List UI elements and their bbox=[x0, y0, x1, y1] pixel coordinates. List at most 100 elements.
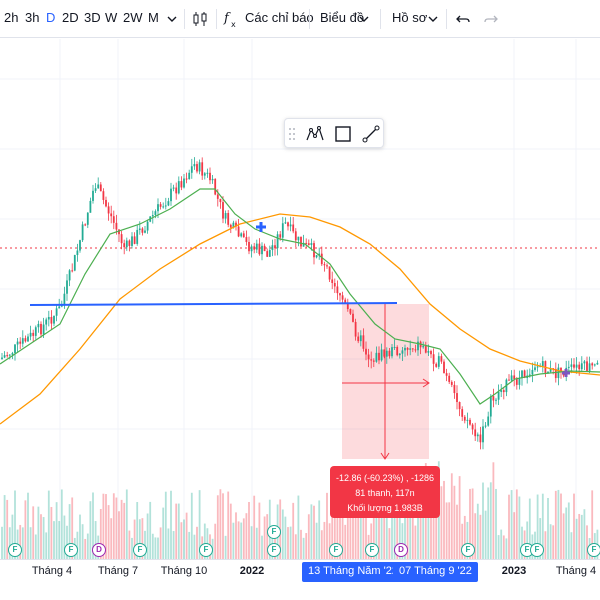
dividend-event-marker[interactable]: D bbox=[92, 543, 106, 557]
candle-body bbox=[89, 200, 92, 213]
earnings-event-marker[interactable]: F bbox=[461, 543, 475, 557]
volume-bar bbox=[388, 528, 391, 559]
interval-2h[interactable]: 2h bbox=[4, 10, 19, 25]
interval-3h[interactable]: 3h bbox=[25, 10, 40, 25]
interval-2d[interactable]: 2D bbox=[62, 10, 79, 25]
earnings-event-marker[interactable]: F bbox=[8, 543, 22, 557]
volume-bar bbox=[115, 497, 118, 559]
interval-2w[interactable]: 2W bbox=[123, 10, 143, 25]
candle-body bbox=[359, 335, 362, 342]
earnings-event-marker[interactable]: F bbox=[64, 543, 78, 557]
volume-bar bbox=[370, 523, 373, 559]
candle-body bbox=[19, 341, 22, 344]
candle-body bbox=[188, 172, 191, 180]
interval-3d[interactable]: 3D bbox=[84, 10, 101, 25]
cross-marker-blue bbox=[256, 222, 266, 232]
chart-type-button[interactable]: Biểu đồ bbox=[320, 10, 365, 25]
candle-body bbox=[84, 224, 87, 226]
volume-bar bbox=[401, 523, 404, 559]
earnings-event-marker[interactable]: F bbox=[530, 543, 544, 557]
candle-body bbox=[523, 370, 526, 378]
candle-body bbox=[180, 181, 183, 188]
volume-bar bbox=[575, 518, 578, 559]
dividend-event-marker[interactable]: D bbox=[394, 543, 408, 557]
volume-bar bbox=[497, 535, 500, 559]
candle-body bbox=[209, 172, 211, 181]
candle-body bbox=[352, 313, 354, 322]
candle-body bbox=[372, 360, 375, 362]
candle-body bbox=[146, 221, 149, 231]
candle-body bbox=[497, 391, 500, 400]
candle-body bbox=[170, 188, 172, 202]
volume-bar bbox=[331, 514, 334, 559]
candle-body bbox=[588, 363, 591, 371]
volume-bar bbox=[172, 531, 175, 559]
chevron-down-icon[interactable] bbox=[423, 9, 443, 29]
earnings-event-marker[interactable]: F bbox=[267, 543, 281, 557]
time-axis[interactable]: Tháng 4 Tháng 7 Tháng 10 2022 2023 Tháng… bbox=[0, 559, 600, 600]
candle-body bbox=[34, 327, 37, 336]
volume-bar bbox=[339, 484, 341, 559]
interval-d[interactable]: D bbox=[46, 10, 56, 25]
earnings-event-marker[interactable]: F bbox=[133, 543, 147, 557]
chevron-down-icon[interactable] bbox=[162, 9, 182, 29]
volume-bar bbox=[508, 494, 510, 559]
volume-bar bbox=[547, 497, 549, 559]
candle-body bbox=[417, 341, 419, 351]
line-icon[interactable] bbox=[361, 124, 381, 144]
interval-m[interactable]: M bbox=[148, 10, 159, 25]
support-trendline[interactable] bbox=[29, 302, 398, 306]
volume-bar bbox=[120, 499, 123, 559]
volume-bar bbox=[435, 506, 438, 559]
candle-body bbox=[383, 349, 386, 357]
candles-icon[interactable] bbox=[190, 9, 210, 29]
interval-w[interactable]: W bbox=[105, 10, 118, 25]
volume-bar bbox=[224, 535, 227, 559]
volume-bar bbox=[305, 533, 308, 559]
candle-body bbox=[495, 399, 497, 401]
volume-bar bbox=[198, 490, 201, 559]
volume-bar bbox=[326, 492, 328, 559]
pattern-icon[interactable] bbox=[305, 124, 325, 144]
candle-body bbox=[94, 188, 97, 191]
candle-body bbox=[578, 364, 581, 370]
earnings-event-marker[interactable]: F bbox=[329, 543, 343, 557]
redo-icon[interactable] bbox=[481, 9, 501, 29]
earnings-event-marker[interactable]: F bbox=[267, 525, 281, 539]
candle-body bbox=[211, 178, 214, 181]
volume-bar bbox=[411, 496, 414, 559]
range-end-label: 07 Tháng 9 '22 bbox=[393, 562, 478, 582]
candle-body bbox=[183, 178, 185, 188]
candle-body bbox=[37, 323, 40, 328]
volume-bar bbox=[300, 529, 302, 559]
drag-handle-icon[interactable] bbox=[287, 124, 297, 144]
candle-body bbox=[365, 348, 367, 355]
fx-icon[interactable]: f x bbox=[222, 9, 242, 29]
earnings-event-marker[interactable]: F bbox=[199, 543, 213, 557]
earnings-event-marker[interactable]: F bbox=[365, 543, 379, 557]
undo-icon[interactable] bbox=[453, 9, 473, 29]
volume-bar bbox=[245, 513, 248, 559]
volume-bar bbox=[287, 527, 289, 559]
volume-bar bbox=[549, 524, 552, 559]
volume-bar bbox=[203, 523, 206, 559]
candle-body bbox=[409, 348, 412, 350]
candle-body bbox=[570, 364, 573, 367]
indicators-button[interactable]: Các chỉ báo bbox=[245, 10, 314, 25]
chart-pane[interactable] bbox=[0, 39, 600, 559]
volume-bar bbox=[315, 522, 318, 559]
volume-bar bbox=[479, 514, 482, 559]
volume-bar bbox=[443, 480, 445, 559]
volume-bar bbox=[118, 511, 120, 559]
volume-bar bbox=[565, 507, 568, 559]
candle-body bbox=[81, 224, 84, 241]
earnings-event-marker[interactable]: F bbox=[587, 543, 600, 557]
price-chart[interactable] bbox=[0, 39, 600, 559]
candle-body bbox=[510, 375, 513, 381]
candle-body bbox=[502, 390, 505, 393]
chevron-down-icon[interactable] bbox=[354, 9, 374, 29]
profile-button[interactable]: Hồ sơ bbox=[392, 10, 428, 25]
rectangle-icon[interactable] bbox=[333, 124, 353, 144]
candle-body bbox=[232, 222, 235, 228]
candle-body bbox=[294, 231, 297, 241]
